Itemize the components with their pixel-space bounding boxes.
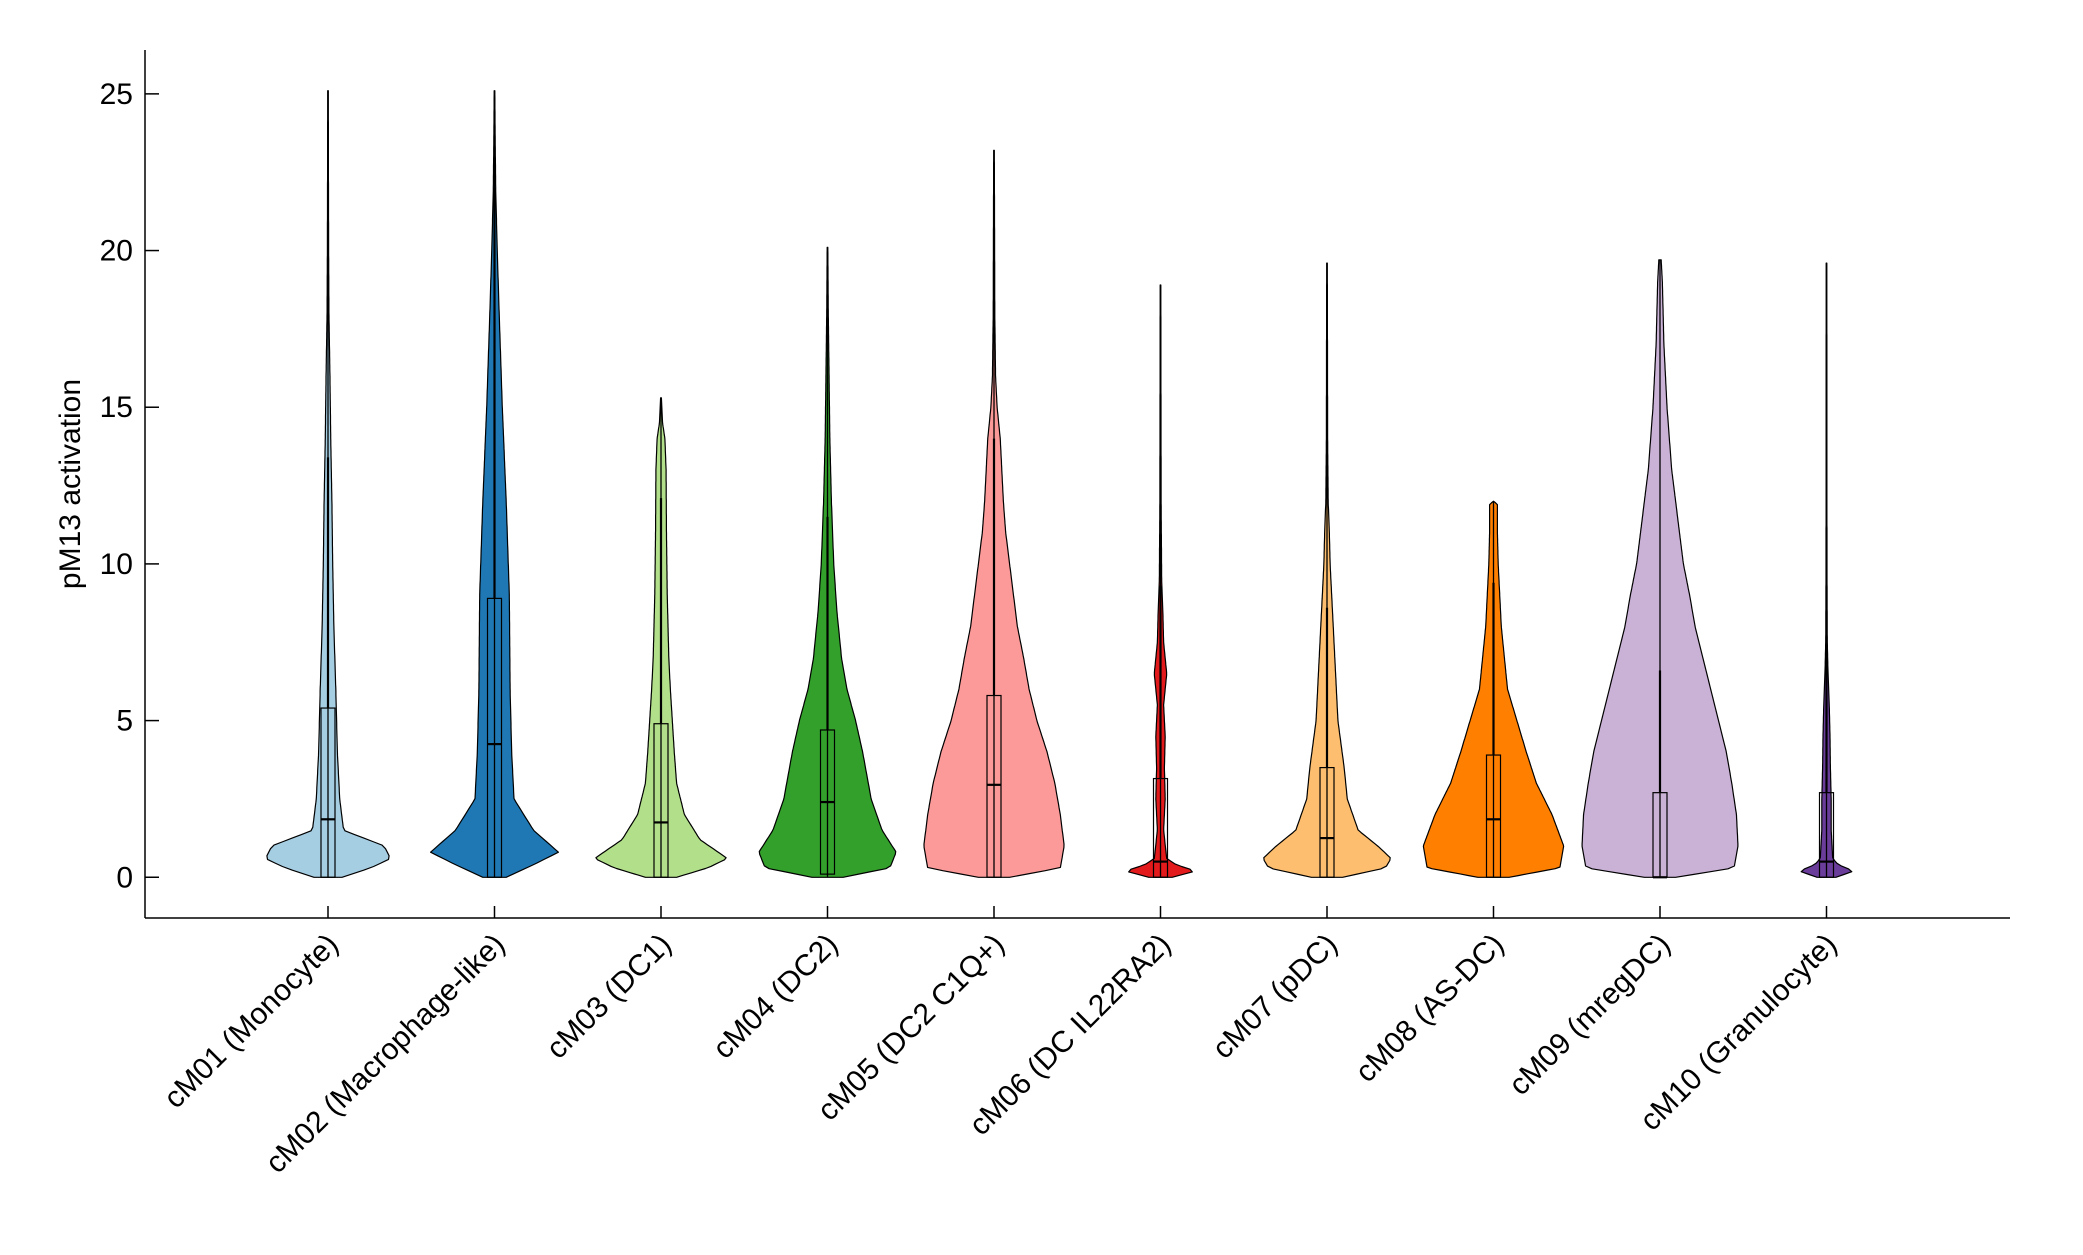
violin-iqr-box	[1652, 792, 1668, 878]
violin-iqr-box	[1485, 754, 1502, 878]
violin-iqr-box	[1152, 777, 1169, 878]
x-tick-label: cM09 (mregDC)	[1503, 928, 1677, 1102]
violin-group	[758, 246, 897, 878]
y-tick-label: 25	[100, 78, 133, 111]
violin-group	[1128, 284, 1193, 878]
violin-iqr-box	[1818, 792, 1835, 878]
y-tick-label: 10	[100, 548, 133, 581]
violin-group	[923, 149, 1065, 878]
x-tick-label: cM05 (DC2 C1Q+)	[811, 928, 1011, 1128]
violin-iqr-box	[986, 694, 1002, 878]
y-tick-label: 15	[100, 391, 133, 424]
axes	[144, 50, 2010, 919]
violin-group	[1581, 259, 1739, 879]
y-tick-label: 5	[116, 705, 133, 738]
x-tick-label: cM03 (DC1)	[540, 928, 678, 1066]
violin-iqr-box	[1319, 766, 1335, 878]
violins	[266, 90, 1853, 879]
y-axis-title: pM13 activation	[54, 379, 87, 589]
x-tick-label: cM08 (AS-DC)	[1349, 928, 1510, 1089]
violin-group	[266, 90, 390, 878]
violin-group	[430, 90, 559, 878]
violin-iqr-box	[653, 723, 669, 878]
violin-iqr-box	[486, 597, 503, 878]
y-tick-label: 0	[116, 861, 133, 894]
x-tick-label: cM01 (Monocyte)	[158, 928, 345, 1115]
violin-group	[1263, 262, 1391, 878]
violin-group	[1422, 500, 1565, 878]
violin-group	[595, 397, 727, 878]
violin-group	[1800, 262, 1853, 878]
violin-iqr-box	[320, 707, 336, 878]
x-tick-label: cM04 (DC2)	[707, 928, 845, 1066]
x-tick-label: cM07 (pDC)	[1206, 928, 1344, 1066]
y-tick-label: 20	[100, 235, 133, 268]
